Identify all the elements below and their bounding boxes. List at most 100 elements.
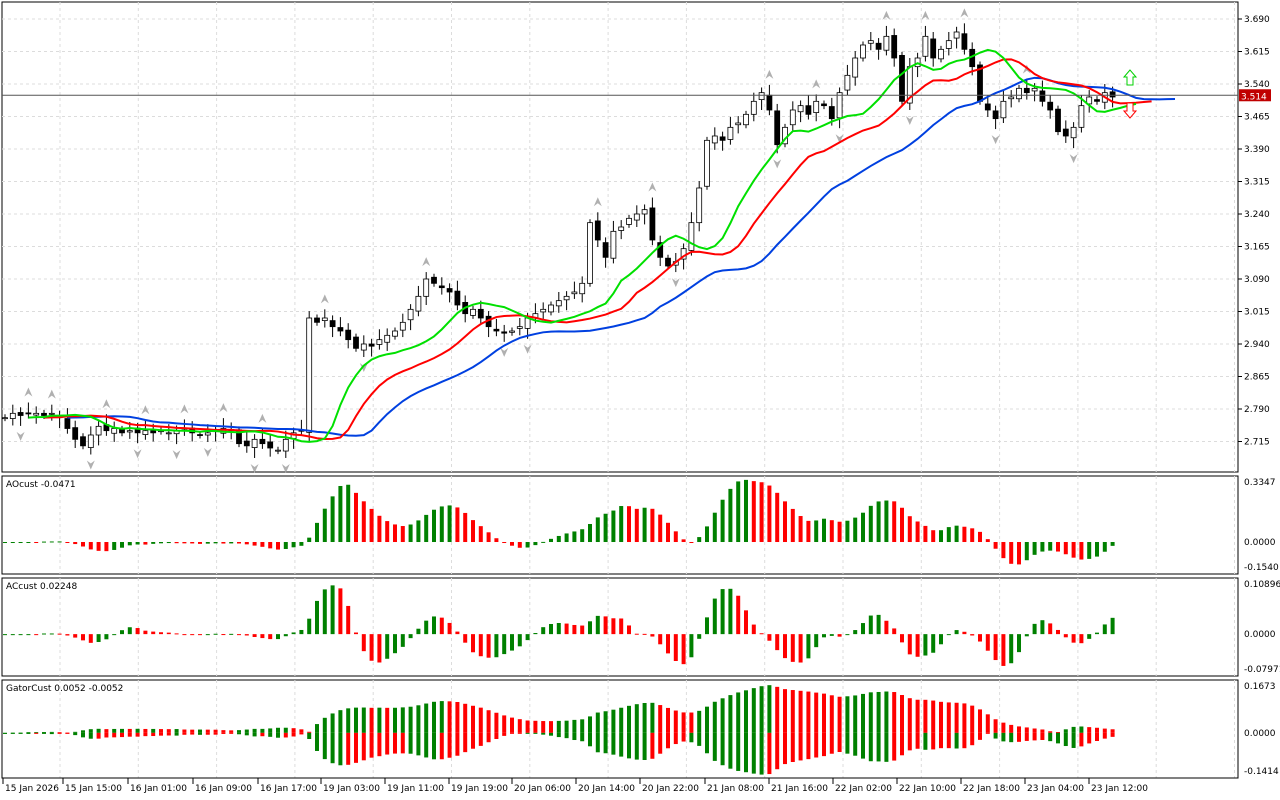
gator-bar (447, 732, 452, 758)
ao-bar (1017, 542, 1021, 565)
ao-bar (1001, 542, 1006, 559)
price-axis-label: 3.690 (1244, 15, 1270, 25)
gator-bar (190, 732, 195, 735)
candle-body (836, 92, 843, 119)
ao-bar (1087, 542, 1092, 559)
time-axis-label: 20 Jan 14:00 (578, 784, 635, 794)
fractal-down-icon (835, 134, 844, 144)
ao-bar (73, 542, 78, 545)
gator-bar (666, 707, 670, 733)
gator-bar (915, 699, 920, 733)
ac-bar (330, 585, 335, 635)
candle-body (579, 282, 586, 295)
gator-bar (81, 730, 85, 733)
ac-bar (705, 617, 709, 635)
ac-bar (49, 633, 54, 635)
gator-bar (962, 703, 967, 733)
gator-bar (580, 719, 585, 733)
gator-bar (400, 732, 405, 754)
ac-bar (127, 627, 132, 635)
gator-bar (689, 732, 694, 743)
gator-bar (728, 732, 733, 769)
gator-bar (338, 732, 343, 766)
candle-body (501, 331, 508, 334)
fractal-down-icon (671, 278, 680, 288)
ac-bar (42, 633, 46, 635)
ao-bar (120, 542, 124, 548)
buy-arrow-icon (1122, 69, 1138, 86)
candle-body (789, 109, 796, 126)
ao-bar (541, 541, 546, 543)
ac-bar (783, 634, 787, 659)
candle-body (431, 276, 437, 284)
ao-bar (182, 542, 187, 544)
ao-bar (463, 512, 468, 543)
gator-bar (471, 705, 475, 733)
candle-body (142, 430, 149, 435)
ao-bar (892, 501, 897, 543)
candle-body (602, 242, 609, 258)
ac-bar (494, 634, 499, 658)
ac-bar (229, 633, 234, 635)
candle-body (711, 135, 718, 144)
gator-bar (759, 686, 764, 733)
gator-bar (104, 729, 109, 733)
ao-bar (712, 512, 717, 543)
ao-bar (174, 542, 179, 544)
gator-bar (775, 732, 780, 770)
ao-bar (1032, 542, 1037, 555)
candle-body (735, 122, 742, 126)
ac-bar (915, 634, 920, 657)
gator-bar (439, 701, 444, 733)
ao-bar (798, 516, 803, 543)
time-axis-label: 15 Jan 2026 (5, 784, 59, 794)
ao-bar (900, 507, 904, 543)
ao-bar (939, 530, 943, 543)
gator-bar (252, 732, 257, 737)
ac-bar (408, 634, 413, 639)
gator-bar (884, 732, 889, 762)
candle-body (828, 106, 835, 120)
ac-axis-label: -0.07971 (1244, 665, 1280, 675)
gator-bar (868, 692, 873, 733)
ao-bar (595, 517, 600, 543)
ac-bar (767, 634, 772, 641)
candle-body (126, 430, 133, 433)
gator-bar (291, 732, 296, 737)
candle-body (470, 308, 476, 316)
gator-bar (276, 727, 280, 733)
gator-bar (416, 732, 421, 756)
ao-bar (237, 542, 241, 544)
candle-body (415, 295, 422, 312)
candle-body (493, 328, 500, 332)
gator-bar (34, 732, 39, 734)
ao-bar (634, 508, 639, 543)
ac-bar (954, 630, 959, 635)
gator-bar (954, 732, 959, 749)
ac-bar (471, 634, 475, 653)
ao-bar (151, 542, 156, 544)
ac-bar (486, 634, 491, 658)
ac-bar (868, 615, 873, 635)
gator-bar (237, 730, 241, 733)
fractal-down-icon (16, 431, 25, 441)
candle-body (25, 412, 32, 415)
gator-bar (166, 732, 171, 736)
candle-body (984, 103, 991, 111)
candle-body (633, 213, 640, 221)
ac-bar (837, 634, 842, 637)
candle-body (563, 295, 570, 301)
ac-bar (1110, 617, 1115, 635)
gator-bar (213, 732, 218, 735)
ac-bar (57, 633, 62, 635)
ac-bar (400, 634, 405, 647)
gator-bar (424, 732, 429, 758)
gator-bar (159, 729, 163, 733)
ma-line-teeth (43, 58, 1152, 440)
gator-bar (143, 732, 148, 737)
gator-bar (104, 732, 109, 738)
ac-bar (237, 634, 241, 636)
candle-body (875, 42, 882, 50)
ac-bar (541, 627, 546, 635)
